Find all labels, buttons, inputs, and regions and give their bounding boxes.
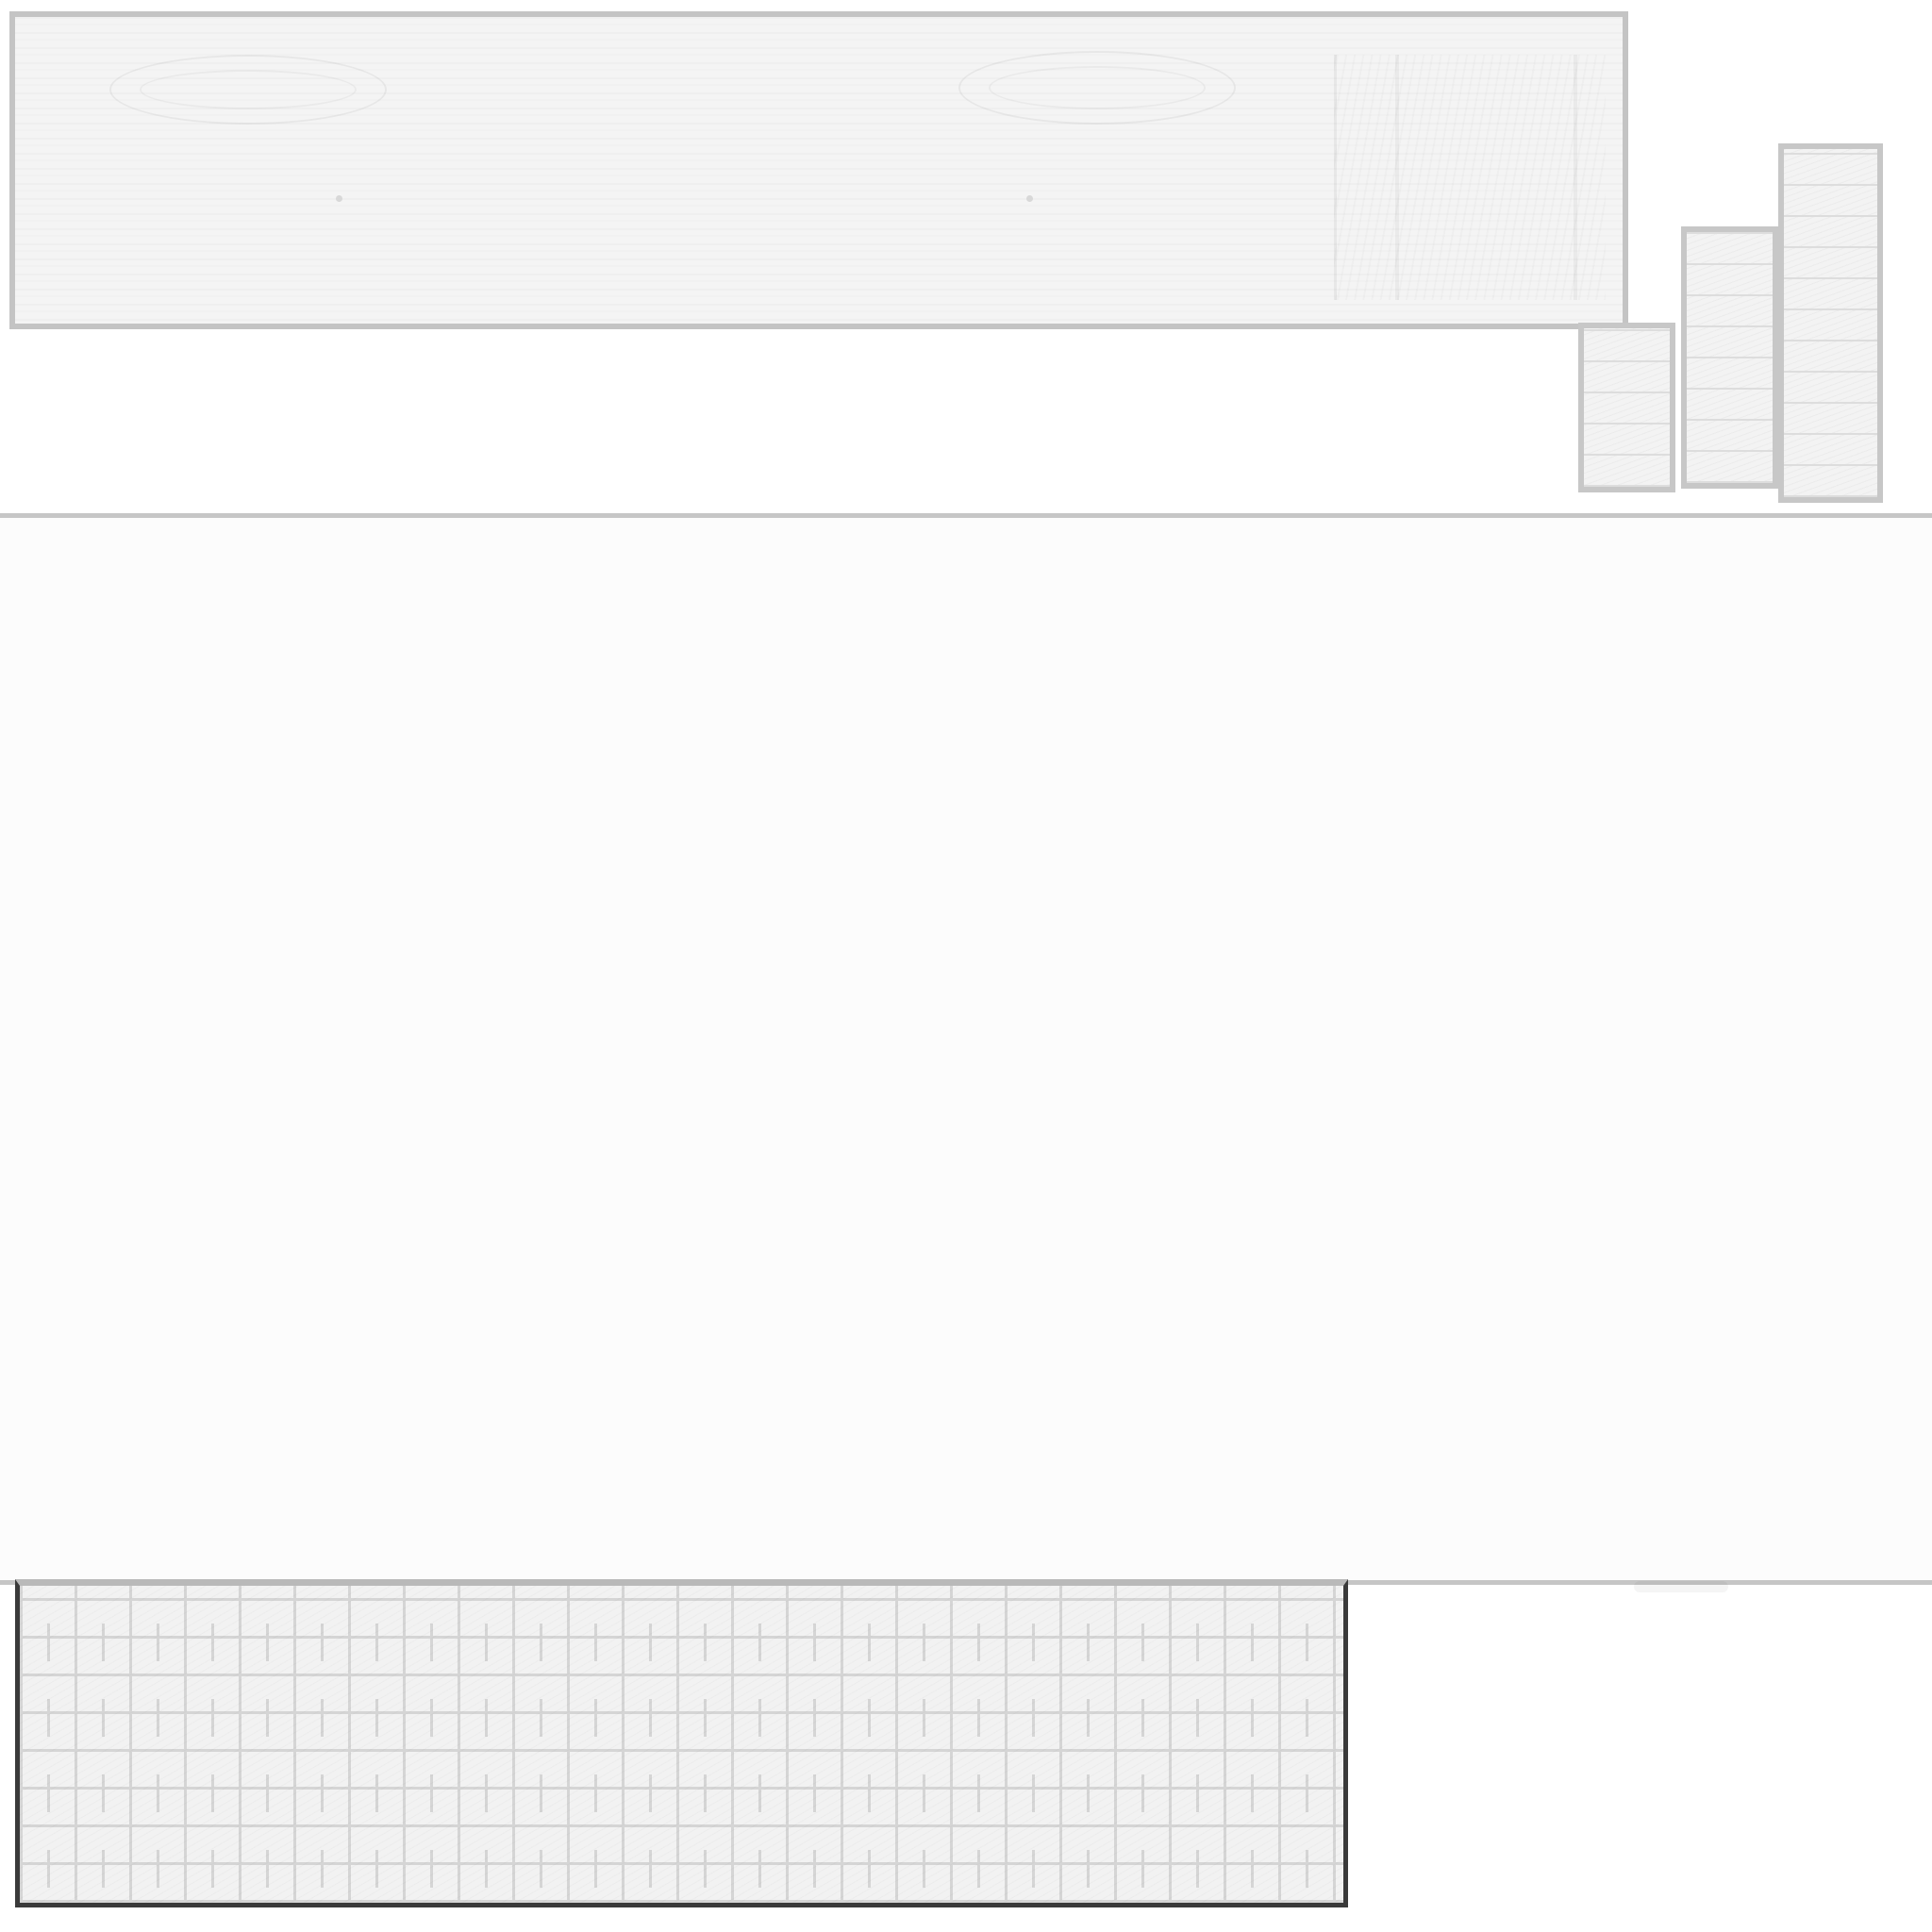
- wood-grain-knot: [109, 55, 387, 125]
- wood-grain-knot: [958, 51, 1236, 125]
- nail-head: [336, 195, 342, 202]
- blank-panel: [0, 513, 1932, 1585]
- wood-end-cap: [1334, 55, 1606, 300]
- stone-pillar-tall: [1778, 143, 1883, 503]
- brick-row: [20, 1699, 1343, 1737]
- stone-pillar-short: [1578, 323, 1675, 492]
- brick-row: [20, 1624, 1343, 1661]
- panel-smudge: [1634, 1581, 1728, 1592]
- wood-sign-board: [9, 11, 1628, 329]
- nail-head: [1026, 195, 1033, 202]
- stone-pillar-medium: [1681, 226, 1778, 489]
- brick-wall: [15, 1579, 1348, 1907]
- brick-row: [20, 1774, 1343, 1812]
- brick-row: [20, 1850, 1343, 1888]
